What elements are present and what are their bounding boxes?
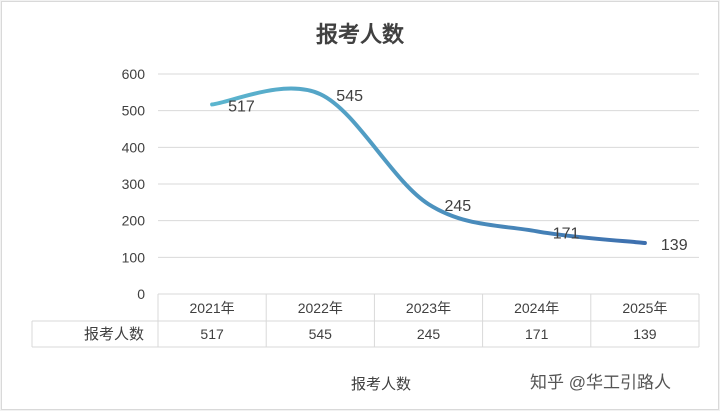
y-tick-label: 0 bbox=[137, 286, 145, 302]
data-label: 245 bbox=[445, 198, 472, 215]
y-tick-label: 500 bbox=[122, 103, 146, 119]
table-series-name: 报考人数 bbox=[84, 326, 144, 343]
x-category-label: 2025年 bbox=[622, 300, 667, 316]
table-value-cell: 139 bbox=[633, 326, 657, 342]
x-category-label: 2024年 bbox=[514, 300, 559, 316]
data-table: 2021年 2022年 2023年 2024年 2025年 517 545 245 171 139… bbox=[31, 293, 700, 348]
y-tick-label: 600 bbox=[122, 66, 146, 82]
y-tick-label: 100 bbox=[122, 249, 146, 265]
y-tick-label: 300 bbox=[122, 176, 146, 192]
table-value-cell: 245 bbox=[417, 326, 441, 342]
y-tick-label: 200 bbox=[122, 213, 146, 229]
x-category-label: 2022年 bbox=[298, 300, 343, 316]
table-value-cell: 171 bbox=[525, 326, 549, 342]
x-category-label: 2023年 bbox=[406, 300, 451, 316]
data-labels: 517 545 245 171 139 bbox=[228, 88, 688, 254]
legend-label: 报考人数 bbox=[351, 376, 411, 393]
data-label: 139 bbox=[661, 237, 688, 254]
y-tick-label: 400 bbox=[122, 139, 146, 155]
y-axis-ticks: 0 100 200 300 400 500 600 bbox=[122, 66, 146, 302]
data-label: 545 bbox=[336, 88, 363, 105]
legend: 报考人数 bbox=[305, 376, 411, 393]
series-line bbox=[210, 86, 647, 246]
table-value-cell: 545 bbox=[309, 326, 333, 342]
data-label: 517 bbox=[228, 98, 255, 115]
gridlines bbox=[158, 73, 699, 295]
watermark: 知乎 @华工引路人 bbox=[530, 373, 671, 392]
table-value-cell: 517 bbox=[200, 326, 224, 342]
x-category-label: 2021年 bbox=[190, 300, 235, 316]
data-label: 171 bbox=[553, 225, 580, 242]
chart-title: 报考人数 bbox=[316, 22, 405, 48]
series-line-layer bbox=[210, 86, 647, 246]
